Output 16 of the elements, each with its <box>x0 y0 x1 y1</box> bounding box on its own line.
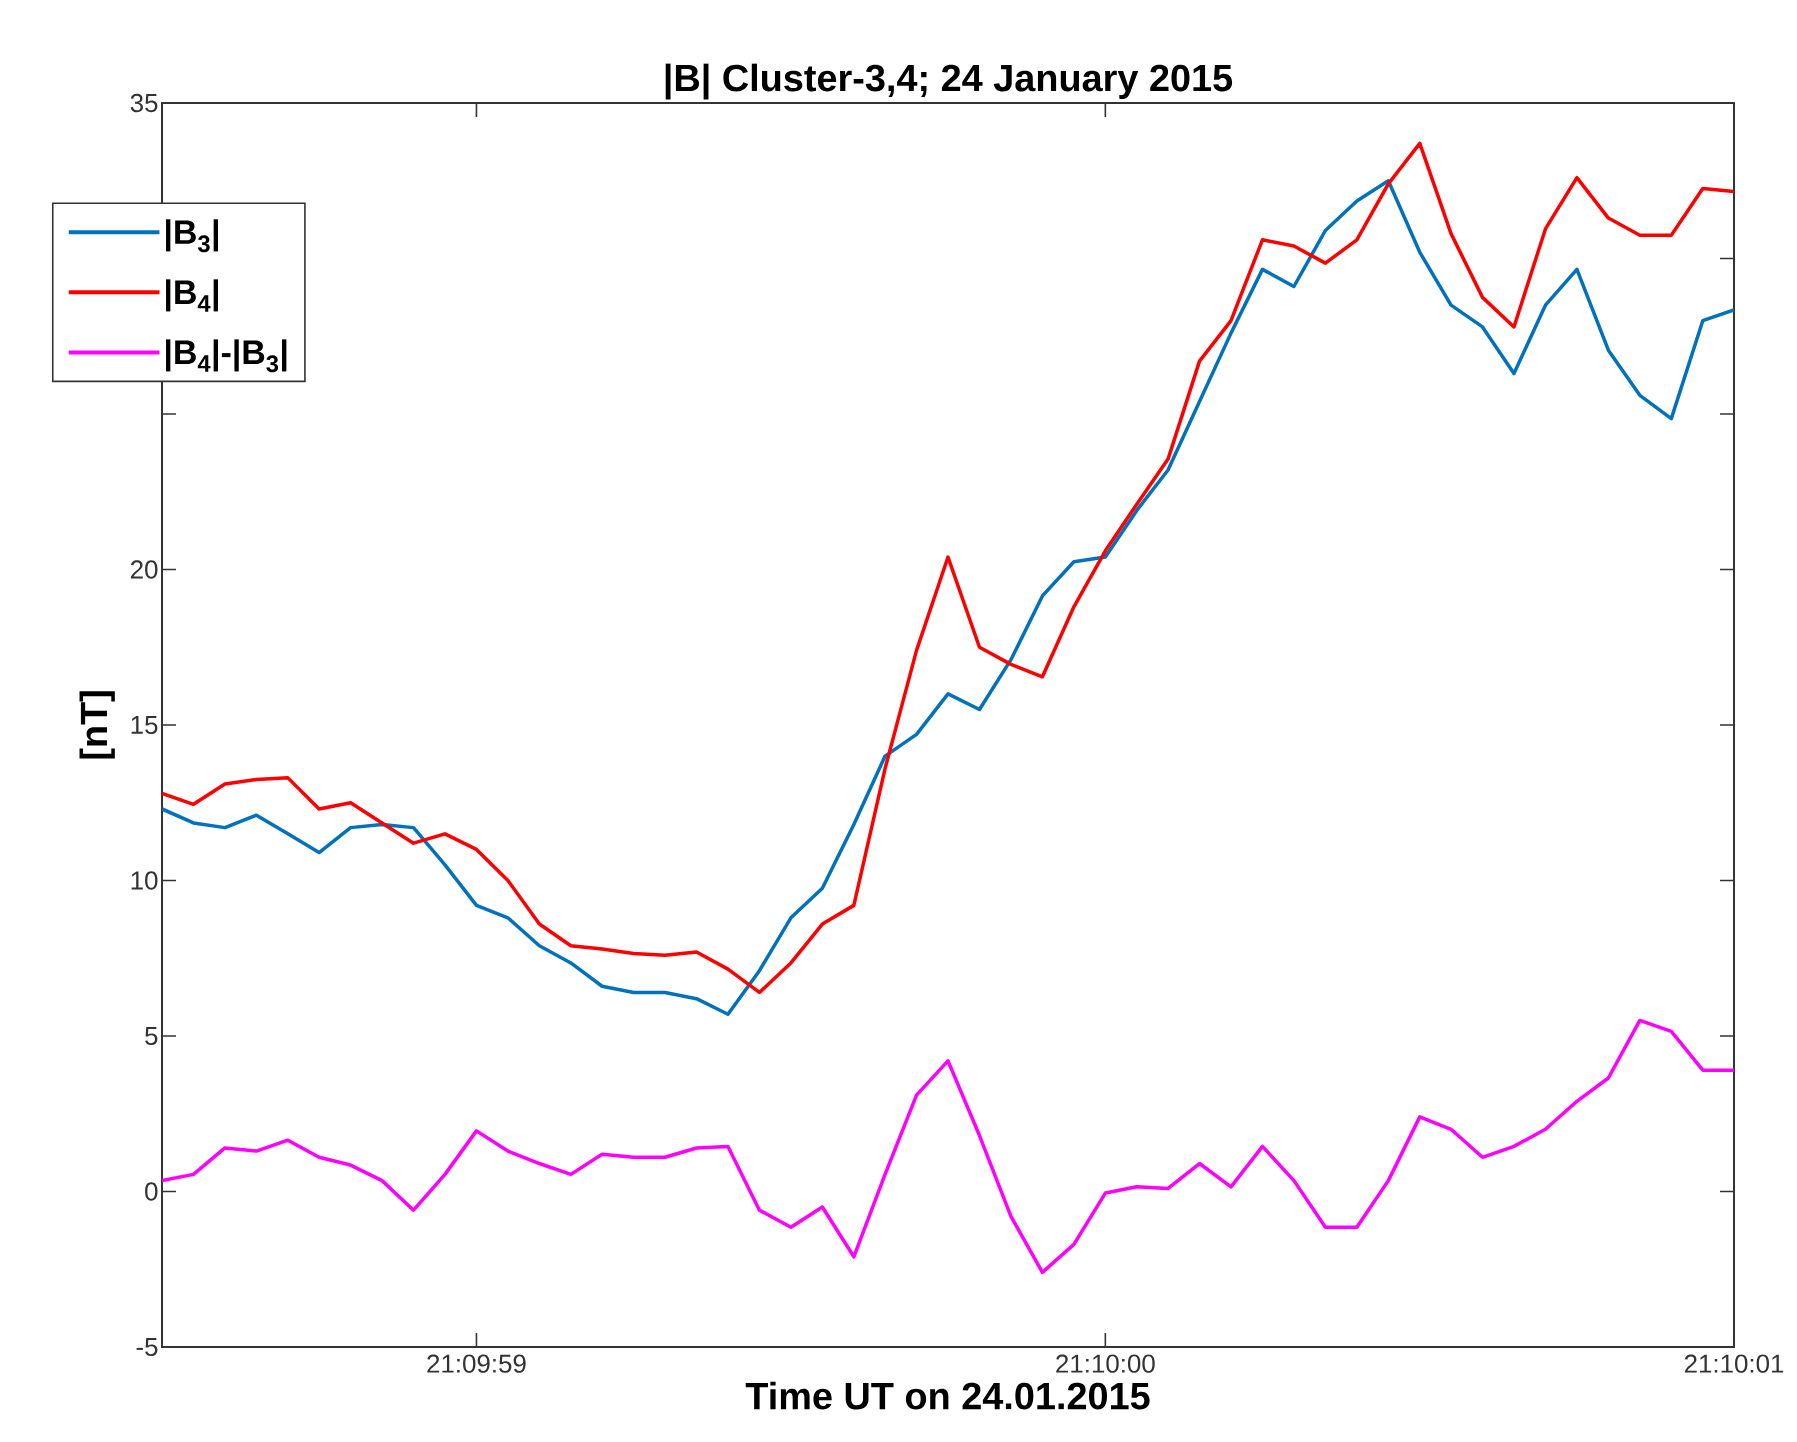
y-tick-label: 15 <box>131 715 158 735</box>
y-tick-label: 0 <box>145 1182 158 1201</box>
x-tick-label: 21:10:01 <box>1684 1354 1784 1373</box>
chart-title: |B| Cluster-3,4; 24 January 2015 <box>665 63 1233 100</box>
legend-label: |B$_{3}$| <box>166 219 218 253</box>
legend-label: |B$_{4}$| <box>166 279 218 312</box>
x-tick-label: 21:10:00 <box>1056 1354 1155 1373</box>
y-tick-label: 10 <box>131 871 158 890</box>
y-tick-label: -5 <box>136 1337 158 1357</box>
y-tick-label: 20 <box>130 560 158 579</box>
y-tick-label: 5 <box>145 1026 158 1046</box>
y-axis-title: [nT] <box>79 691 115 759</box>
y-tick-label: 35 <box>130 93 158 113</box>
x-tick-label: 21:09:59 <box>427 1354 526 1373</box>
x-axis-title: Time UT on 24.01.2015 <box>745 1381 1150 1410</box>
legend-label: |B$_{4}$|-|B$_{3}$| <box>166 339 287 373</box>
